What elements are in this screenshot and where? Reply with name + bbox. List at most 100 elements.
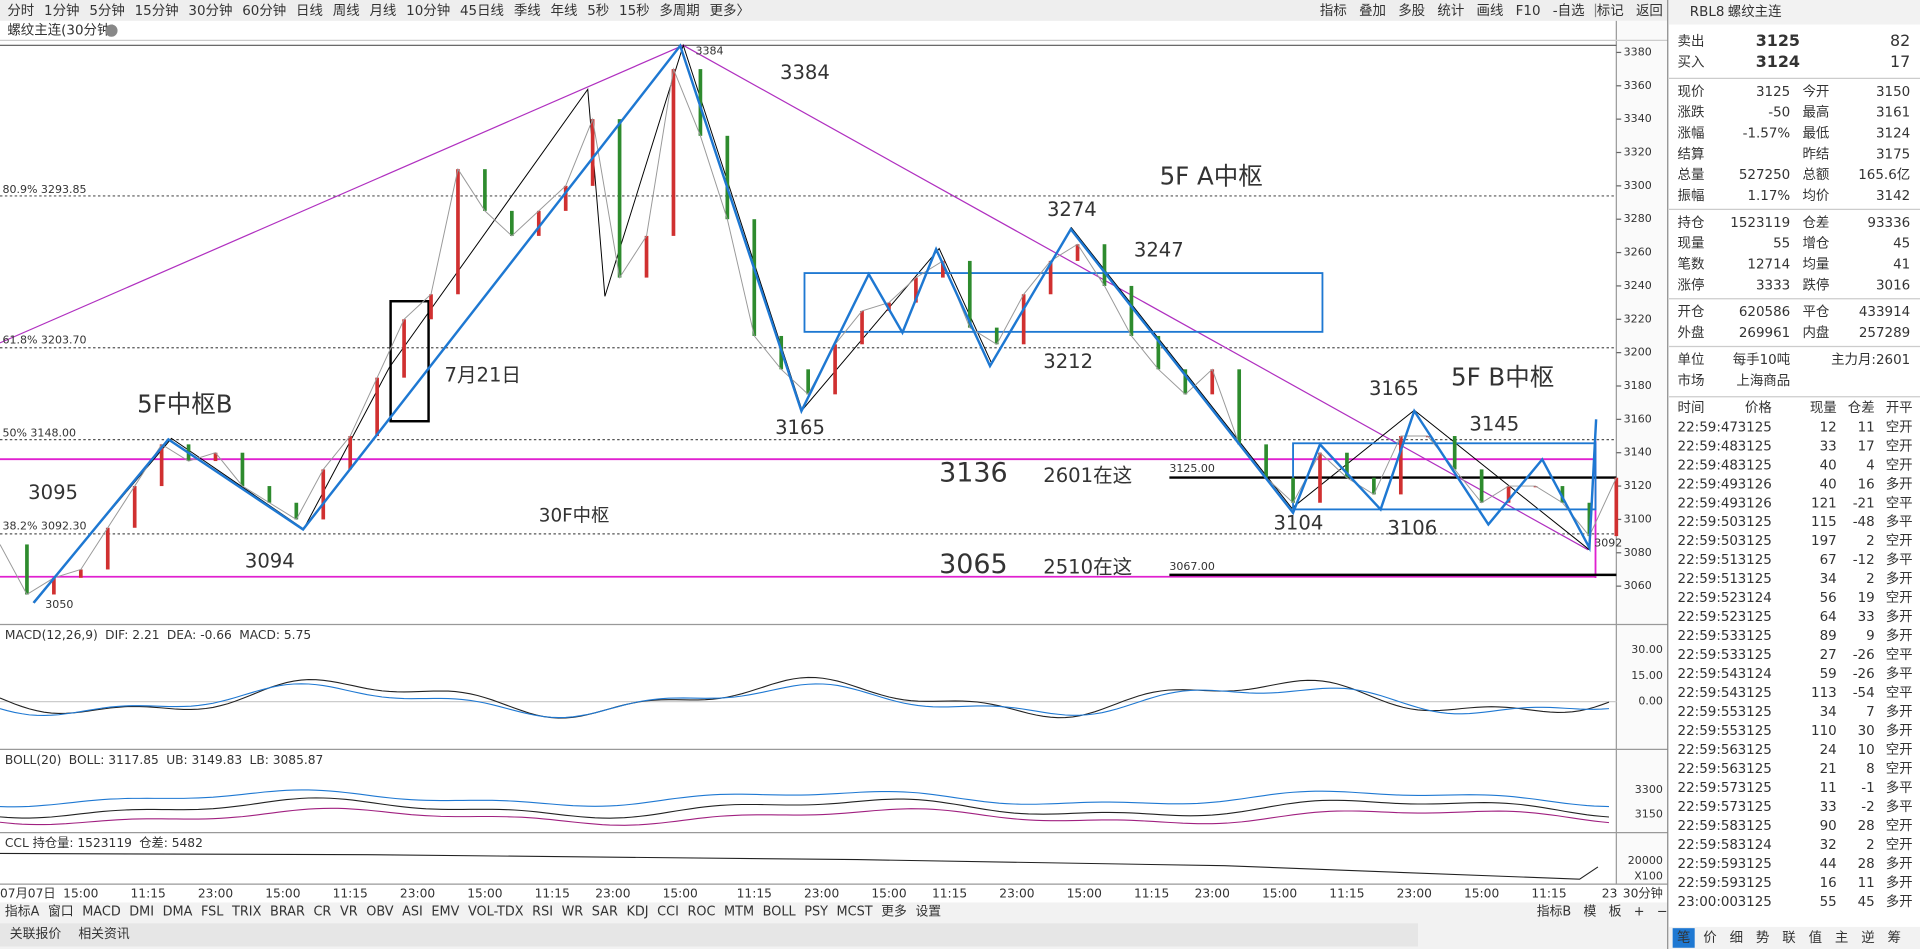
panel-tab[interactable]: 势: [1756, 930, 1769, 946]
candle-body: [1264, 444, 1268, 478]
tool-button[interactable]: 返回: [1636, 3, 1663, 19]
indicator-tab[interactable]: WR: [562, 905, 584, 920]
tool-button[interactable]: -自选: [1553, 3, 1585, 19]
indicator-tab[interactable]: DMI: [129, 905, 154, 920]
indicator-tab[interactable]: MACD: [82, 905, 121, 920]
period-tab[interactable]: 45日线: [460, 3, 504, 19]
period-tab[interactable]: 30分钟: [188, 2, 232, 19]
active-tab: [1672, 928, 1695, 948]
tick-cell: 44: [1820, 857, 1837, 872]
indicator-tab[interactable]: VOL-TDX: [468, 905, 524, 920]
candle-body: [914, 277, 918, 303]
candle-body: [833, 344, 837, 395]
indicator-tab[interactable]: BRAR: [270, 905, 305, 920]
panel-tab[interactable]: 联: [1782, 930, 1795, 946]
tick-cell: 3125: [1738, 534, 1772, 549]
status-tab[interactable]: 关联报价: [10, 927, 62, 942]
period-tab[interactable]: 15秒: [619, 3, 650, 19]
period-tab[interactable]: 月线: [369, 3, 396, 19]
indicator-tab[interactable]: SAR: [592, 905, 618, 920]
indicator-tab[interactable]: 指标A: [5, 905, 40, 920]
indicator-header: BOLL(20): [5, 753, 62, 767]
tool-button[interactable]: 指标: [1320, 3, 1347, 19]
tool-button[interactable]: F10: [1516, 4, 1541, 19]
tool-button[interactable]: 多股: [1398, 2, 1425, 19]
candle-body: [994, 327, 999, 345]
indicator-tab[interactable]: OBV: [366, 905, 394, 920]
indicator-tab[interactable]: 窗口: [48, 904, 74, 920]
indicator-tab[interactable]: MCST: [837, 905, 873, 920]
indicator-tab[interactable]: RSI: [532, 905, 553, 920]
panel-tab[interactable]: 筹: [1888, 929, 1901, 946]
panel-tab[interactable]: 细: [1730, 930, 1743, 946]
tool-button[interactable]: 画线: [1477, 3, 1504, 19]
time-label: 23:00: [595, 886, 630, 900]
quote-label: 振幅: [1678, 188, 1705, 204]
panel-tab[interactable]: 逆: [1861, 930, 1874, 946]
tick-cell: 3125: [1738, 876, 1772, 891]
quote-label: 最高: [1802, 104, 1829, 121]
tick-cell: 3125: [1738, 819, 1772, 834]
indicator-tab[interactable]: TRIX: [231, 905, 262, 920]
pivot-box: [803, 272, 1324, 333]
indicator-tab[interactable]: 板: [1609, 905, 1622, 920]
time-label: 23:00: [1397, 886, 1432, 900]
tool-button[interactable]: 统计: [1437, 3, 1464, 19]
annotation: 3247: [1134, 239, 1184, 262]
indicator-tab[interactable]: FSL: [201, 905, 224, 920]
tick-cell: 113: [1811, 686, 1837, 701]
indicator-tab[interactable]: MTM: [724, 905, 754, 920]
indicator-tab[interactable]: KDJ: [626, 905, 648, 920]
tick-cell: 3125: [1738, 648, 1772, 663]
indicator-tab[interactable]: DMA: [163, 905, 193, 920]
indicator-tab[interactable]: ROC: [687, 905, 715, 920]
indicator-tab[interactable]: PSY: [804, 905, 828, 920]
period-tab[interactable]: 日线: [296, 3, 323, 19]
period-tab[interactable]: 5分钟: [89, 2, 124, 19]
indicator-tab[interactable]: 设置: [915, 905, 941, 920]
tick-cell: 22:59:53: [1678, 629, 1738, 644]
status-tab[interactable]: 相关资讯: [78, 927, 130, 942]
indicator-tab[interactable]: EMV: [431, 905, 459, 920]
indicator-tab[interactable]: ASI: [402, 905, 423, 920]
tick-cell: 多开: [1886, 608, 1913, 625]
tick-cell: 28: [1858, 819, 1875, 834]
indicator-tab[interactable]: +: [1634, 905, 1645, 920]
panel-tab[interactable]: 价: [1703, 931, 1717, 946]
quote-value: 3333: [1756, 278, 1790, 293]
period-tab[interactable]: 更多〉: [710, 2, 750, 19]
indicator-tab[interactable]: 指标B: [1537, 905, 1572, 920]
period-tab[interactable]: 周线: [333, 3, 360, 19]
period-tab[interactable]: 1分钟: [44, 2, 79, 19]
indicator-tab[interactable]: 更多: [881, 905, 907, 920]
indicator-tab[interactable]: VR: [340, 905, 358, 920]
indicator-tab[interactable]: 模: [1583, 905, 1596, 920]
candle-body: [536, 210, 541, 236]
tick-cell: 22:59:51: [1678, 553, 1738, 568]
subtitle-dropdown[interactable]: [105, 24, 118, 37]
period-tab[interactable]: 5秒: [587, 3, 609, 19]
indicator-tab[interactable]: BOLL: [763, 905, 797, 920]
tick-cell: 22:59:54: [1678, 686, 1738, 701]
tool-button[interactable]: 叠加: [1359, 3, 1386, 19]
tool-button[interactable]: 标记: [1597, 3, 1624, 19]
panel-tab[interactable]: 主: [1835, 930, 1848, 946]
quote-label: 均价: [1802, 188, 1829, 204]
period-tab[interactable]: 年线: [551, 3, 578, 19]
quote-label: 笔数: [1678, 257, 1705, 273]
quote-value: 433914: [1859, 305, 1910, 320]
time-label: 11:15: [131, 886, 166, 900]
indicator-tab[interactable]: CCI: [657, 905, 679, 920]
period-tab[interactable]: 多周期: [659, 2, 699, 19]
period-tab[interactable]: 10分钟: [406, 2, 450, 19]
indicator-tab[interactable]: −: [1657, 905, 1668, 920]
period-tab[interactable]: 60分钟: [242, 2, 286, 19]
period-tab[interactable]: 季线: [514, 3, 541, 19]
panel-tab[interactable]: 笔: [1677, 930, 1690, 946]
indicator-tab[interactable]: CR: [313, 905, 331, 920]
indicator-header: LB: 3085.87: [250, 753, 324, 767]
period-tab[interactable]: 15分钟: [135, 2, 179, 19]
period-tab[interactable]: 分时: [7, 3, 34, 19]
panel-tab[interactable]: 值: [1809, 930, 1822, 946]
tick-cell: 90: [1820, 819, 1837, 834]
